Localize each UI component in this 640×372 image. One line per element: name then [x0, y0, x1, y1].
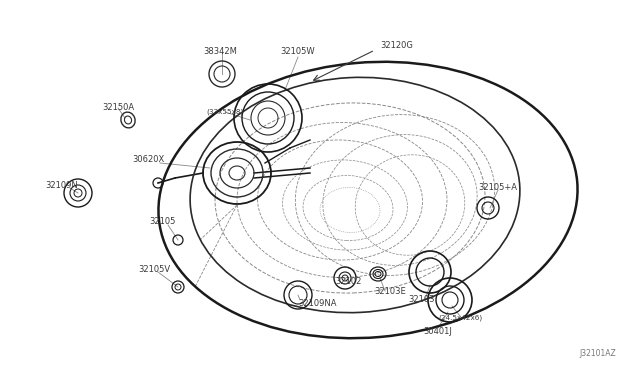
Text: 32103: 32103 — [409, 295, 435, 304]
Text: (33x55x8): (33x55x8) — [206, 109, 244, 115]
Text: 32109NA: 32109NA — [299, 299, 337, 308]
Text: 32109N: 32109N — [45, 180, 78, 189]
Text: 32105V: 32105V — [138, 266, 170, 275]
Text: 32150A: 32150A — [102, 103, 134, 112]
Text: 30620X: 30620X — [132, 155, 164, 164]
Text: J32101AZ: J32101AZ — [580, 350, 616, 359]
Text: 32105: 32105 — [149, 218, 175, 227]
Text: 32102: 32102 — [335, 276, 361, 285]
Text: 32105+A: 32105+A — [479, 183, 518, 192]
Text: (24.5x42x6): (24.5x42x6) — [438, 315, 482, 321]
Text: 32103E: 32103E — [374, 286, 406, 295]
Text: 30401J: 30401J — [424, 327, 452, 337]
Text: 32120G: 32120G — [380, 42, 413, 51]
Text: 38342M: 38342M — [203, 48, 237, 57]
Text: 32105W: 32105W — [281, 48, 316, 57]
